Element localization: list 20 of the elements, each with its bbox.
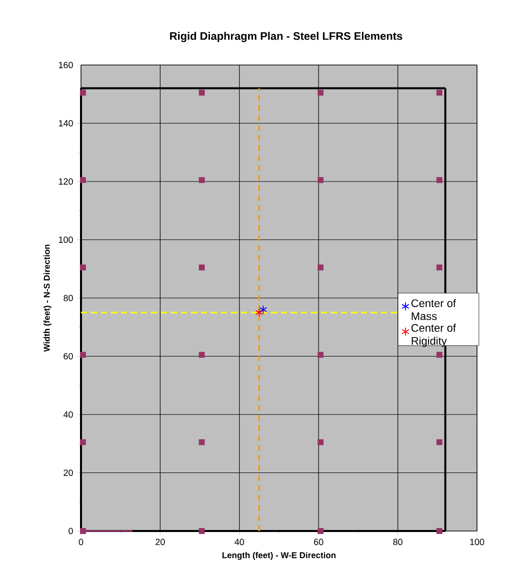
y-tick-label: 100 (58, 236, 73, 243)
x-axis-title: Length (feet) - W-E Direction (222, 552, 336, 560)
y-tick-label: 60 (64, 353, 73, 360)
x-tick-label: 60 (314, 538, 324, 546)
y-tick-label: 80 (64, 294, 73, 302)
y-tick-label: 140 (58, 120, 73, 126)
chart-title: Rigid Diaphragm Plan - Steel LFRS Elements (170, 32, 402, 42)
legend-label: Center of Mass (411, 299, 456, 320)
y-tick-label: 160 (58, 62, 73, 68)
legend-label: Center of Rigidity (411, 324, 456, 347)
x-tick-label: 80 (393, 538, 402, 546)
x-tick-label: 0 (78, 538, 84, 546)
y-tick-label: 0 (68, 528, 73, 534)
y-tick-label: 40 (63, 411, 73, 418)
x-tick-label: 20 (156, 538, 165, 546)
y-tick-label: 120 (58, 178, 73, 185)
y-axis-title: Width (feet) - N-S Direction (44, 244, 52, 352)
y-tick-label: 20 (64, 470, 73, 476)
x-tick-label: 40 (234, 538, 244, 546)
x-tick-label: 100 (470, 538, 484, 546)
